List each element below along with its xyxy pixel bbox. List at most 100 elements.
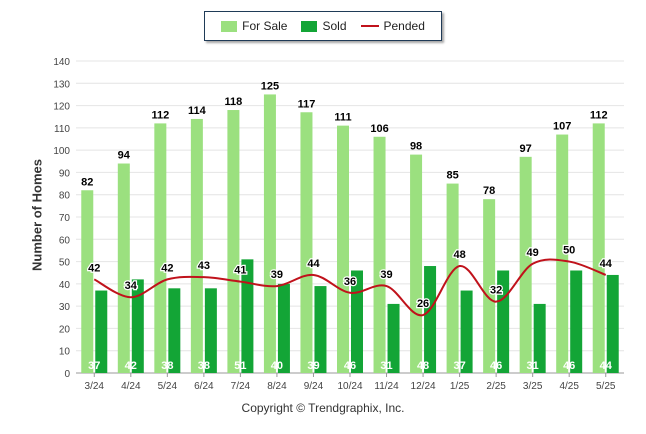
data-label-sold: 40 xyxy=(271,360,283,372)
bar-for-sale xyxy=(190,118,203,373)
data-label-sold: 37 xyxy=(453,360,465,372)
bar-for-sale xyxy=(446,183,459,373)
y-tick-label: 100 xyxy=(53,146,70,157)
y-axis-label: Number of Homes xyxy=(29,159,45,271)
data-label-for-sale: 107 xyxy=(553,121,571,133)
x-tick-label: 4/25 xyxy=(559,381,579,392)
data-label-for-sale: 106 xyxy=(370,123,388,135)
copyright-text: Copyright © Trendgraphix, Inc. xyxy=(241,401,405,415)
y-tick-label: 110 xyxy=(54,124,70,135)
data-label-sold: 51 xyxy=(234,360,246,372)
legend-item-for-sale[interactable]: For Sale xyxy=(221,19,287,33)
data-label-pended: 41 xyxy=(234,265,246,277)
data-label-sold: 31 xyxy=(527,360,539,372)
bar-for-sale xyxy=(410,154,423,373)
data-label-for-sale: 78 xyxy=(483,185,495,197)
bar-for-sale xyxy=(263,94,276,373)
data-label-pended: 26 xyxy=(417,298,429,310)
x-tick-label: 9/24 xyxy=(304,381,324,392)
legend-swatch-for-sale xyxy=(221,20,238,32)
bar-for-sale xyxy=(227,110,240,374)
bar-sold xyxy=(570,270,583,373)
bar-sold xyxy=(131,279,144,373)
bar-sold xyxy=(460,290,473,373)
data-label-pended: 32 xyxy=(490,285,502,297)
bar-sold xyxy=(387,303,400,373)
data-label-sold: 42 xyxy=(125,360,137,372)
data-label-for-sale: 85 xyxy=(446,170,458,182)
data-label-pended: 49 xyxy=(527,247,539,259)
y-tick-label: 30 xyxy=(59,302,71,313)
line-pended xyxy=(93,258,607,317)
y-tick-label: 140 xyxy=(53,57,70,68)
data-label-for-sale: 114 xyxy=(188,105,207,117)
y-tick-label: 120 xyxy=(53,102,70,113)
legend-label-for-sale: For Sale xyxy=(242,19,288,33)
data-label-pended: 39 xyxy=(380,269,392,281)
legend-item-sold[interactable]: Sold xyxy=(301,19,347,33)
x-tick-label: 12/24 xyxy=(411,381,436,392)
data-label-sold: 44 xyxy=(600,360,613,372)
bar-for-sale xyxy=(556,134,569,373)
legend-swatch-sold xyxy=(301,20,318,32)
bar-sold xyxy=(277,283,290,373)
data-label-pended: 42 xyxy=(88,262,100,274)
y-tick-label: 60 xyxy=(59,235,71,246)
x-tick-label: 3/25 xyxy=(523,381,543,392)
data-label-for-sale: 111 xyxy=(334,112,351,124)
legend: For Sale Sold Pended xyxy=(204,11,442,41)
x-tick-label: 11/24 xyxy=(374,381,399,392)
x-tick-label: 8/24 xyxy=(267,381,287,392)
bar-for-sale xyxy=(337,125,349,373)
bar-for-sale xyxy=(117,163,130,373)
data-label-sold: 39 xyxy=(307,360,319,372)
bar-for-sale xyxy=(592,123,605,374)
y-tick-label: 70 xyxy=(59,213,71,224)
data-label-pended: 44 xyxy=(307,258,320,270)
data-label-for-sale: 118 xyxy=(225,96,243,108)
legend-label-pended: Pended xyxy=(383,19,425,33)
bar-for-sale xyxy=(300,112,313,373)
legend-swatch-pended xyxy=(360,25,379,27)
y-tick-label: 90 xyxy=(59,168,71,179)
data-label-for-sale: 82 xyxy=(81,176,93,188)
bar-sold xyxy=(314,286,327,373)
bar-sold xyxy=(204,288,217,373)
data-label-sold: 48 xyxy=(417,360,429,372)
bar-sold xyxy=(533,303,546,373)
data-label-sold: 38 xyxy=(161,360,173,372)
legend-item-pended[interactable]: Pended xyxy=(360,19,425,33)
data-label-pended: 36 xyxy=(344,276,356,288)
x-tick-label: 5/24 xyxy=(158,381,178,392)
x-tick-label: 1/25 xyxy=(450,381,470,392)
x-tick-label: 5/25 xyxy=(596,381,616,392)
y-tick-label: 20 xyxy=(59,324,71,335)
x-tick-label: 2/25 xyxy=(486,381,506,392)
y-tick-label: 130 xyxy=(53,79,70,90)
x-tick-label: 3/24 xyxy=(85,381,105,392)
data-label-pended: 48 xyxy=(453,249,465,261)
bar-sold xyxy=(241,259,254,373)
data-label-for-sale: 94 xyxy=(118,150,131,162)
data-label-sold: 46 xyxy=(563,360,575,372)
x-tick-label: 6/24 xyxy=(194,381,214,392)
data-label-pended: 50 xyxy=(563,245,575,257)
y-tick-label: 50 xyxy=(59,258,71,269)
data-label-sold: 31 xyxy=(380,360,392,372)
bar-sold xyxy=(606,274,619,373)
data-label-for-sale: 112 xyxy=(590,109,608,121)
data-label-for-sale: 97 xyxy=(520,143,532,155)
data-label-for-sale: 98 xyxy=(410,141,422,153)
bar-for-sale xyxy=(154,123,167,374)
data-label-for-sale: 125 xyxy=(261,80,279,92)
y-tick-label: 40 xyxy=(59,280,71,291)
data-label-for-sale: 112 xyxy=(151,109,169,121)
y-tick-label: 80 xyxy=(59,191,71,202)
x-tick-label: 7/24 xyxy=(231,381,251,392)
bar-for-sale xyxy=(483,199,496,373)
bar-sold xyxy=(95,290,108,373)
x-tick-label: 4/24 xyxy=(121,381,141,392)
bar-sold xyxy=(424,266,437,373)
